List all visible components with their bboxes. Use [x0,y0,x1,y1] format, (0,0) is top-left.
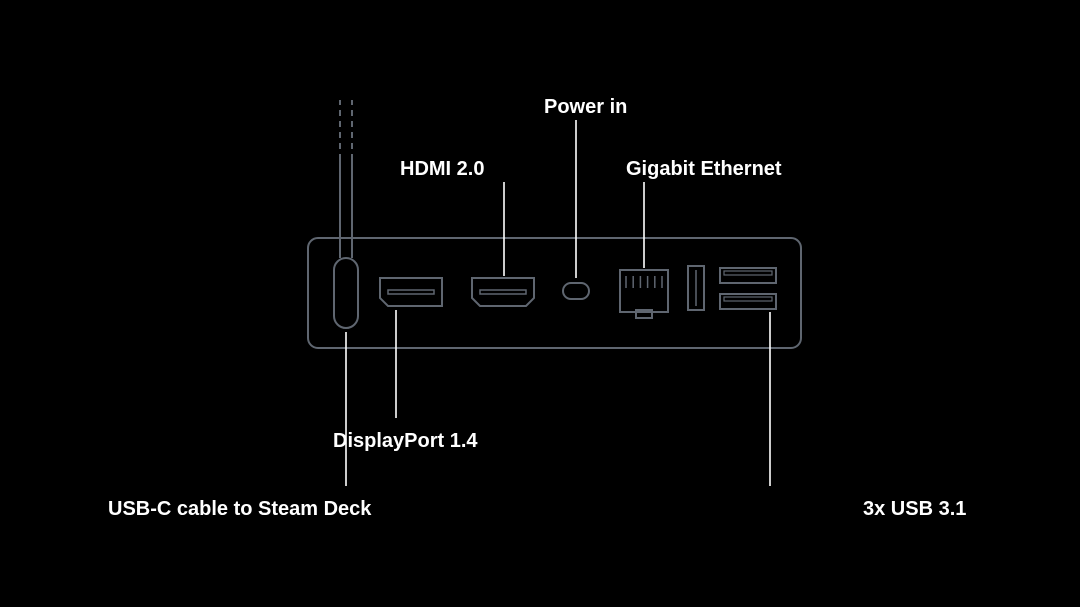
callout-hdmi: HDMI 2.0 [400,158,484,181]
diagram-stage: Power in HDMI 2.0 Gigabit Ethernet DisplayP… [0,0,1080,607]
callout-usbc-cable: USB-C cable to Steam Deck [108,498,371,521]
callout-power-in: Power in [544,96,627,119]
callout-usb31: 3x USB 3.1 [863,498,966,521]
callout-ethernet: Gigabit Ethernet [626,158,782,181]
callout-displayport: DisplayPort 1.4 [333,430,478,453]
